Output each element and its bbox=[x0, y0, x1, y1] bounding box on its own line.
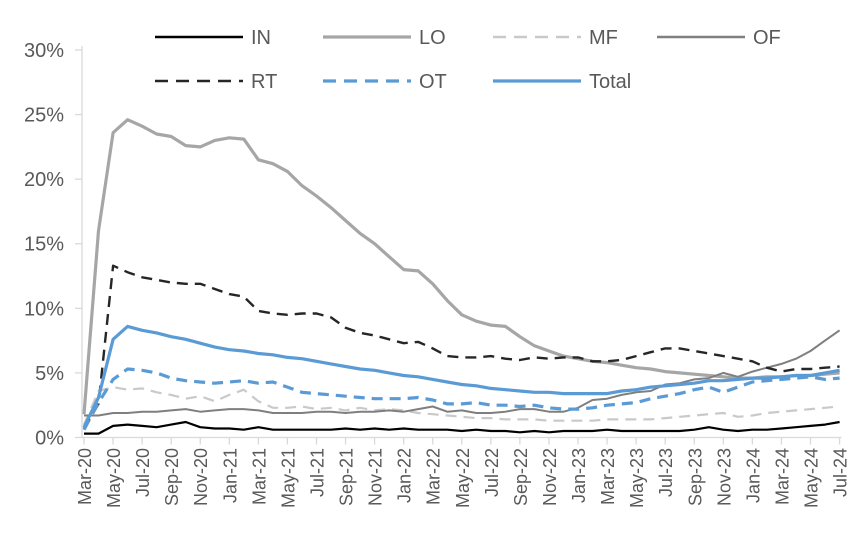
series-line-Total bbox=[82, 324, 840, 428]
x-tick-label: Jan-21 bbox=[220, 448, 240, 503]
x-tick-label: Jul-24 bbox=[831, 448, 851, 497]
x-tick-label: Mar-23 bbox=[598, 448, 618, 505]
x-tick-label: May-24 bbox=[802, 448, 822, 508]
x-tick-label: Sep-23 bbox=[685, 448, 705, 506]
x-tick-label: Sep-22 bbox=[511, 448, 531, 506]
x-tick-label: May-21 bbox=[278, 448, 298, 508]
x-tick-label: Nov-21 bbox=[366, 448, 386, 506]
y-tick-label: 10% bbox=[24, 298, 64, 320]
x-tick-label: Jul-23 bbox=[656, 448, 676, 497]
legend-label-MF: MF bbox=[589, 27, 618, 49]
x-tick-label: Jul-22 bbox=[482, 448, 502, 497]
x-tick-label: Sep-21 bbox=[337, 448, 357, 506]
x-tick-label: May-22 bbox=[453, 448, 473, 508]
legend-label-Total: Total bbox=[589, 71, 631, 93]
x-tick-label: Sep-20 bbox=[162, 448, 182, 506]
legend-label-RT: RT bbox=[251, 71, 277, 93]
series-line-MF bbox=[82, 386, 840, 426]
x-tick-label: Jul-21 bbox=[307, 448, 327, 497]
x-tick-label: Jan-22 bbox=[395, 448, 415, 503]
y-tick-label: 5% bbox=[35, 363, 64, 385]
x-tick-label: Mar-20 bbox=[75, 448, 95, 505]
x-tick-label: Nov-20 bbox=[191, 448, 211, 506]
x-tick-label: Jul-20 bbox=[133, 448, 153, 497]
x-tick-label: Jan-24 bbox=[743, 448, 763, 503]
legend-label-OF: OF bbox=[753, 27, 781, 49]
legend-label-LO: LO bbox=[419, 27, 446, 49]
legend-label-OT: OT bbox=[419, 71, 447, 93]
series-line-IN bbox=[84, 420, 840, 435]
series-line-LO bbox=[82, 118, 840, 415]
x-tick-label: Jan-23 bbox=[569, 448, 589, 503]
x-tick-label: May-23 bbox=[627, 448, 647, 508]
y-tick-label: 25% bbox=[24, 105, 64, 127]
y-tick-label: 20% bbox=[24, 169, 64, 191]
series-line-OF bbox=[84, 329, 841, 417]
y-tick-label: 30% bbox=[24, 40, 64, 62]
x-tick-label: Mar-22 bbox=[424, 448, 444, 505]
legend-label-IN: IN bbox=[251, 27, 271, 49]
x-tick-label: Mar-24 bbox=[772, 448, 792, 505]
x-tick-label: Mar-21 bbox=[249, 448, 269, 505]
x-tick-label: May-20 bbox=[104, 448, 124, 508]
y-tick-label: 15% bbox=[24, 234, 64, 256]
x-tick-label: Nov-22 bbox=[540, 448, 560, 506]
series-line-OT bbox=[82, 367, 840, 431]
y-tick-label: 0% bbox=[35, 428, 64, 450]
x-tick-label: Nov-23 bbox=[714, 448, 734, 506]
